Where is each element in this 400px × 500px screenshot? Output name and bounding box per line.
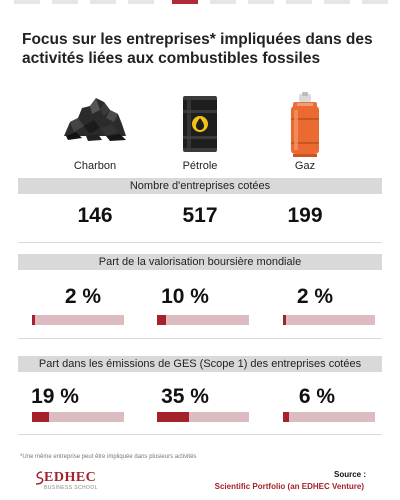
section-header-companies: Nombre d'entreprises cotées: [18, 178, 382, 194]
fuel-column-oil: Pétrole: [145, 92, 255, 172]
emissions-label-oil: 35 %: [161, 385, 209, 408]
section-header-emissions: Part dans les émissions de GES (Scope 1)…: [18, 356, 382, 372]
companies-value-gas: 199: [287, 204, 323, 227]
emissions-bar-coal: [32, 412, 124, 422]
logo-name: EDHEC: [44, 470, 97, 485]
fuel-label-coal: Charbon: [73, 160, 117, 172]
coal-icon: [64, 98, 126, 141]
emissions-bar-gas-fill: [283, 412, 289, 422]
market-cap-label-oil: 10 %: [161, 285, 209, 308]
section-header-market-cap: Part de la valorisation boursière mondia…: [18, 254, 382, 270]
market-cap-bar-oil: [157, 315, 249, 325]
page-title: Focus sur les entreprises* impliquées da…: [22, 31, 373, 67]
market-cap-label-gas: 2 %: [296, 285, 334, 308]
companies-value-coal: 146: [77, 204, 113, 227]
footnote: *Une même entreprise peut être impliquée…: [20, 454, 197, 460]
section-divider: [18, 434, 382, 435]
edhec-swirl-icon: [35, 471, 44, 485]
market-cap-bar-coal: [32, 315, 124, 325]
fuel-column-coal: Charbon: [40, 92, 150, 172]
fuel-label-oil: Pétrole: [182, 160, 218, 172]
emissions-bar-oil: [157, 412, 249, 422]
top-decorative-stripes: [0, 0, 400, 6]
market-cap-bar-gas: [283, 315, 375, 325]
emissions-bar-coal-fill: [32, 412, 50, 422]
market-cap-bar-coal-fill: [32, 315, 35, 325]
market-cap-label-coal: 2 %: [64, 285, 102, 308]
emissions-bar-gas: [283, 412, 375, 422]
edhec-logo: EDHEC BUSINESS SCHOOL: [34, 470, 144, 494]
market-cap-bar-gas-fill: [283, 315, 286, 325]
logo-subtitle: BUSINESS SCHOOL: [44, 485, 98, 491]
source-text: Scientific Portfolio (an EDHEC Venture): [214, 482, 364, 491]
companies-value-oil: 517: [182, 204, 218, 227]
section-divider: [18, 338, 382, 339]
source-label: Source :: [333, 470, 366, 479]
emissions-label-coal: 19 %: [31, 385, 79, 408]
gas-cylinder-icon: [291, 92, 319, 157]
emissions-label-gas: 6 %: [298, 385, 336, 408]
fuel-column-gas: Gaz: [250, 92, 360, 172]
emissions-bar-oil-fill: [157, 412, 190, 422]
fuel-label-gas: Gaz: [294, 160, 316, 172]
market-cap-bar-oil-fill: [157, 315, 167, 325]
oil-barrel-icon: [183, 96, 217, 152]
section-divider: [18, 242, 382, 243]
